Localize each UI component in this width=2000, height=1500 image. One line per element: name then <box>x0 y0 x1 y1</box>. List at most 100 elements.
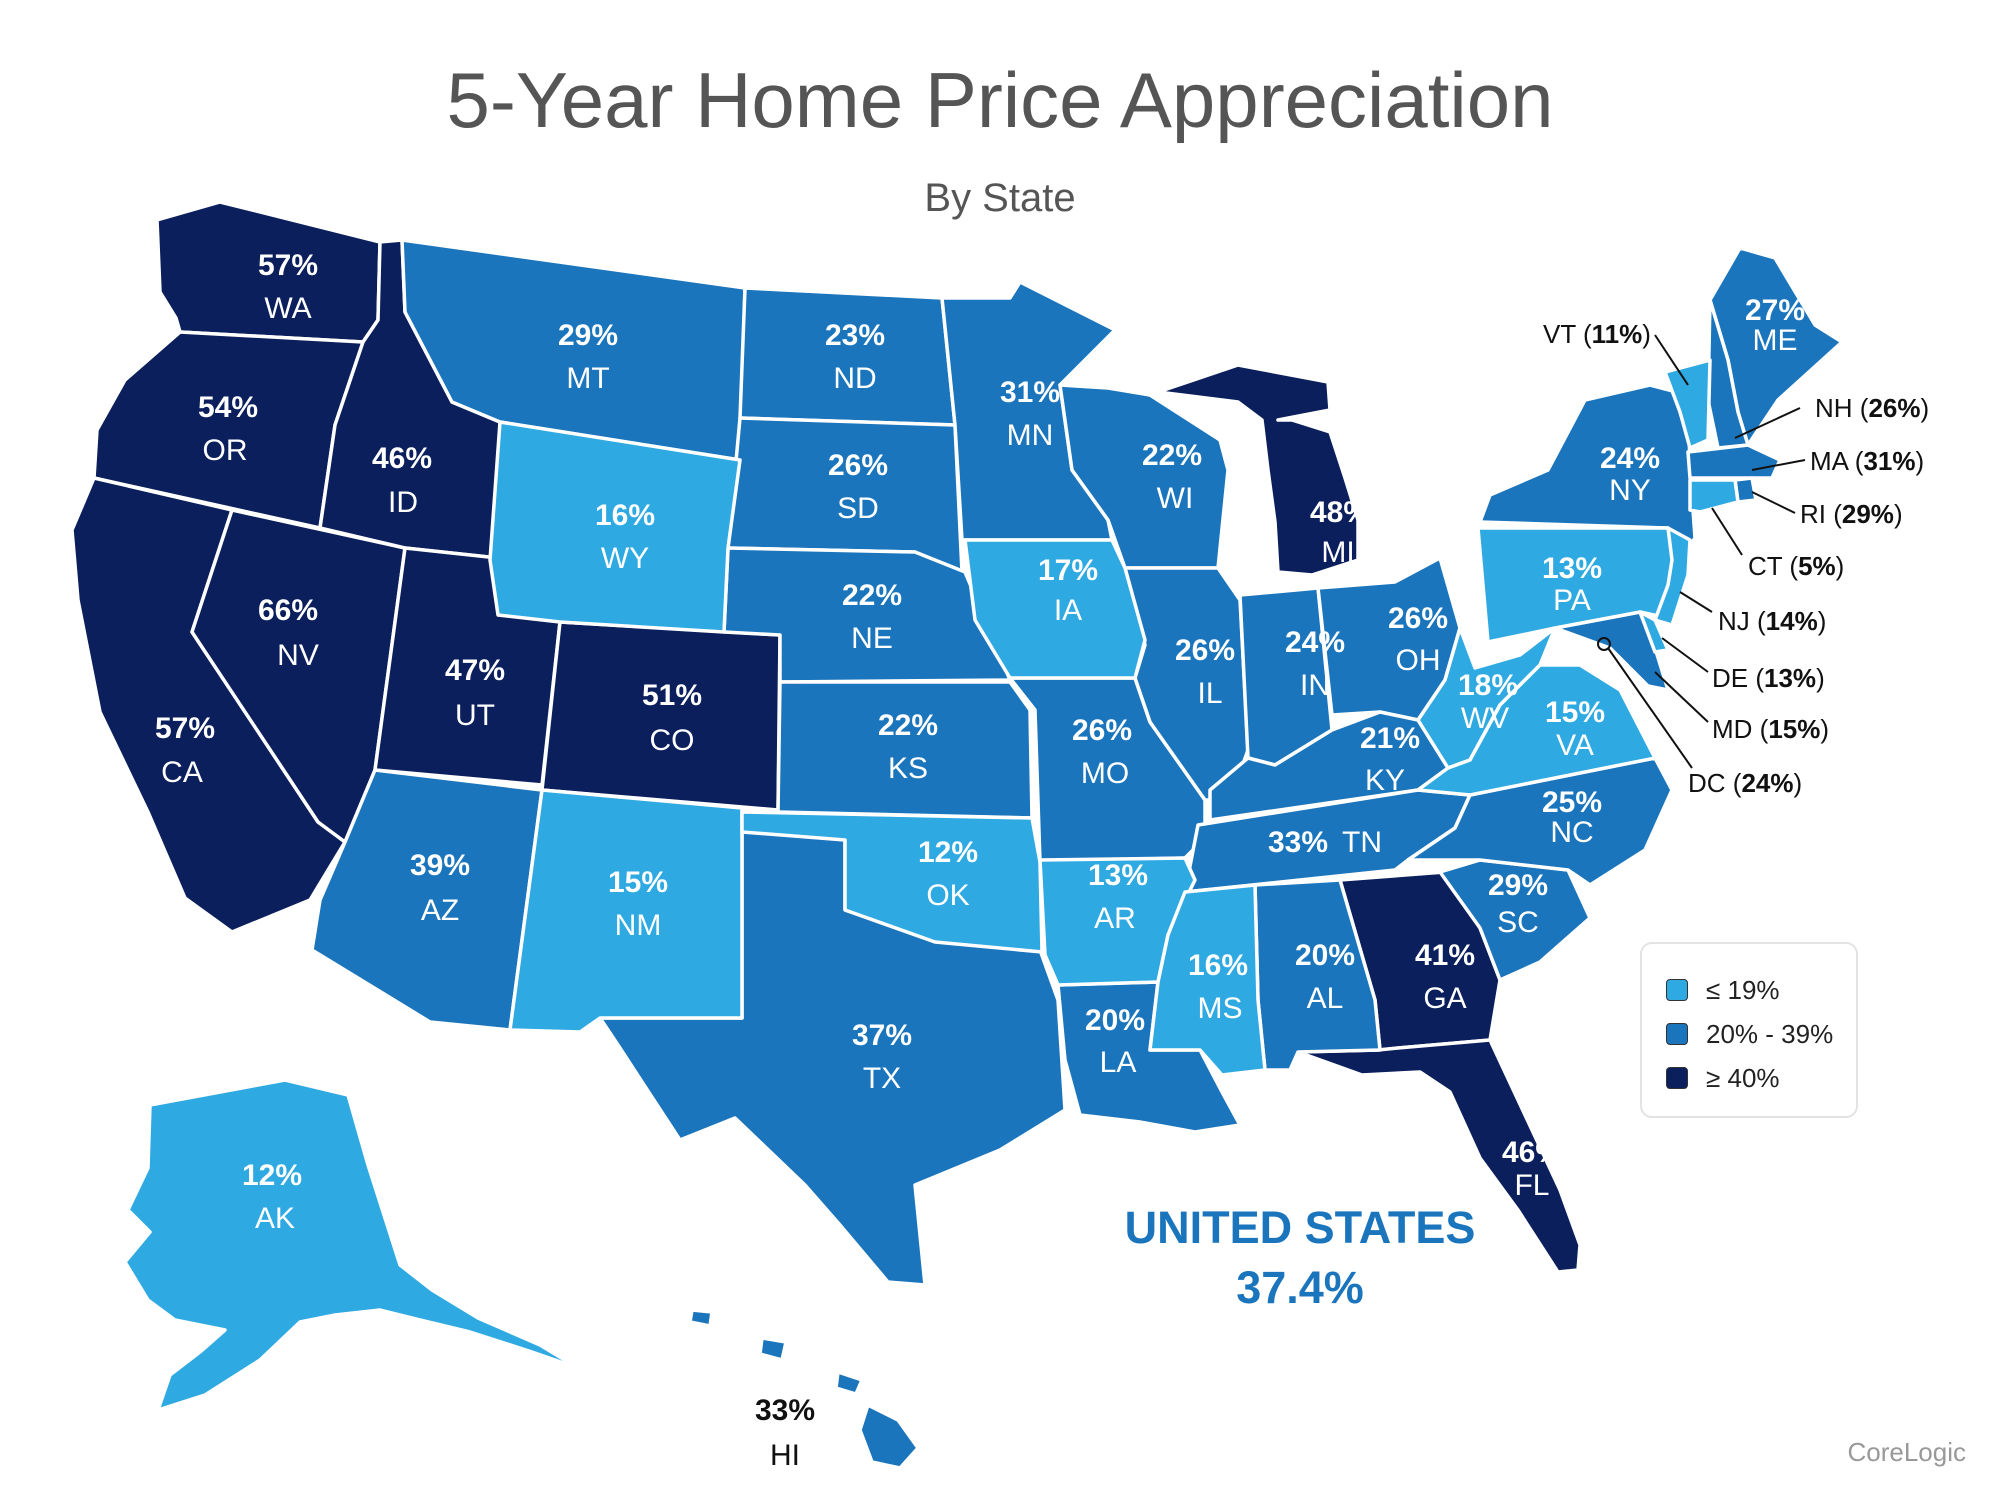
state-co <box>540 620 782 812</box>
label-id-pct: 46% <box>372 442 432 475</box>
label-mt-pct: 29% <box>558 319 618 352</box>
label-wv-pct: 18% <box>1458 669 1518 702</box>
state-fl <box>1296 1038 1582 1274</box>
label-id-abbr: ID <box>388 486 418 519</box>
label-pa-abbr: PA <box>1553 584 1591 617</box>
callout-nj: NJ (14%) <box>1718 606 1826 636</box>
state-ak <box>123 1078 580 1412</box>
leader-dc <box>1607 647 1693 769</box>
callout-ma-abbr: MA <box>1810 446 1850 476</box>
label-ms-abbr: MS <box>1198 992 1243 1025</box>
leader-ri <box>1751 491 1796 514</box>
label-ny-pct: 24% <box>1600 442 1660 475</box>
leader-nh <box>1734 407 1801 439</box>
label-oh-abbr: OH <box>1396 644 1441 677</box>
leader-vt <box>1654 334 1689 386</box>
state-nj <box>1653 526 1692 627</box>
callout-nh: NH (26%) <box>1815 393 1929 423</box>
label-in-abbr: IN <box>1300 669 1330 702</box>
label-ks-pct: 22% <box>878 709 938 742</box>
state-ct <box>1688 478 1740 514</box>
callout-ct-abbr: CT <box>1748 551 1783 581</box>
leader-ct <box>1711 507 1743 556</box>
label-ms-pct: 16% <box>1188 949 1248 982</box>
label-ok-pct: 12% <box>918 836 978 869</box>
label-nv-pct: 66% <box>258 594 318 627</box>
label-va-abbr: VA <box>1556 729 1594 762</box>
callout-nj-abbr: NJ <box>1718 606 1750 636</box>
state-mi <box>1156 363 1360 577</box>
label-fl-abbr: FL <box>1514 1169 1549 1202</box>
label-la-pct: 20% <box>1085 1004 1145 1037</box>
label-nc-abbr: NC <box>1550 816 1593 849</box>
label-al-abbr: AL <box>1307 982 1344 1015</box>
state-nm <box>508 788 744 1034</box>
state-ks <box>776 680 1034 820</box>
label-nc-pct: 25% <box>1542 786 1602 819</box>
map-subtitle: By State <box>924 176 1076 220</box>
label-wy-pct: 16% <box>595 499 655 532</box>
state-wi <box>1058 383 1230 570</box>
label-ar-abbr: AR <box>1094 902 1136 935</box>
national-label: UNITED STATES <box>1124 1202 1476 1253</box>
label-mi-abbr: MI <box>1321 536 1354 569</box>
state-ny <box>1478 383 1697 550</box>
label-me-pct: 27% <box>1745 294 1805 327</box>
label-ky-abbr: KY <box>1365 764 1405 797</box>
state-nd <box>738 286 957 427</box>
callout-de: DE (13%) <box>1712 663 1825 693</box>
label-oh-pct: 26% <box>1388 602 1448 635</box>
label-tx-abbr: TX <box>863 1062 901 1095</box>
callout-vt-abbr: VT <box>1543 319 1576 349</box>
state-ia <box>963 538 1147 680</box>
callout-de-value: 13% <box>1764 663 1816 693</box>
source-credit: CoreLogic <box>1847 1437 1966 1467</box>
callout-ct-value: 5% <box>1798 551 1836 581</box>
label-ut-abbr: UT <box>455 699 495 732</box>
label-wy-abbr: WY <box>601 542 649 575</box>
legend-label-low: ≤ 19% <box>1706 974 1780 1005</box>
callout-md-abbr: MD <box>1712 714 1752 744</box>
label-ca-pct: 57% <box>155 712 215 745</box>
callout-ri-abbr: RI <box>1800 499 1826 529</box>
callout-ct: CT (5%) <box>1748 551 1844 581</box>
state-nc <box>1406 756 1674 887</box>
label-mi-pct: 48% <box>1310 496 1370 529</box>
leader-nj <box>1679 591 1713 613</box>
leader-ma <box>1751 459 1806 471</box>
callout-ma-value: 31% <box>1863 446 1915 476</box>
legend: ≤ 19% 20% - 39% ≥ 40% <box>1640 942 1858 1118</box>
callout-dc-value: 24% <box>1741 768 1793 798</box>
state-hi-maui <box>834 1370 864 1396</box>
state-va <box>1416 663 1657 797</box>
label-ga-abbr: GA <box>1423 982 1466 1015</box>
label-wa-abbr: WA <box>264 292 311 325</box>
label-ok-abbr: OK <box>926 879 969 912</box>
legend-item-high: ≥ 40% <box>1666 1062 1780 1094</box>
label-il-pct: 26% <box>1175 634 1235 667</box>
callout-dc: DC (24%) <box>1688 768 1802 798</box>
label-ca-abbr: CA <box>161 756 203 789</box>
state-vt <box>1663 358 1712 450</box>
label-sc-pct: 29% <box>1488 869 1548 902</box>
callout-vt-value: 11% <box>1592 319 1643 349</box>
callout-md: MD (15%) <box>1712 714 1829 744</box>
label-ak-abbr: AK <box>255 1202 295 1235</box>
callout-nh-abbr: NH <box>1815 393 1853 423</box>
state-ma <box>1686 443 1782 480</box>
label-sc-abbr: SC <box>1497 906 1539 939</box>
label-ks-abbr: KS <box>888 752 928 785</box>
label-wi-pct: 22% <box>1142 439 1202 472</box>
legend-swatch-high <box>1666 1067 1688 1089</box>
label-or-pct: 54% <box>198 391 258 424</box>
label-nm-abbr: NM <box>615 909 662 942</box>
label-sd-abbr: SD <box>837 492 879 525</box>
label-tn-pct: 33% <box>1268 826 1328 859</box>
state-ok <box>740 810 1044 954</box>
label-la-abbr: LA <box>1100 1046 1137 1079</box>
state-hi-oahu <box>758 1336 788 1362</box>
label-co-pct: 51% <box>642 679 702 712</box>
label-fl-pct: 46% <box>1502 1136 1562 1169</box>
label-in-pct: 24% <box>1285 626 1345 659</box>
